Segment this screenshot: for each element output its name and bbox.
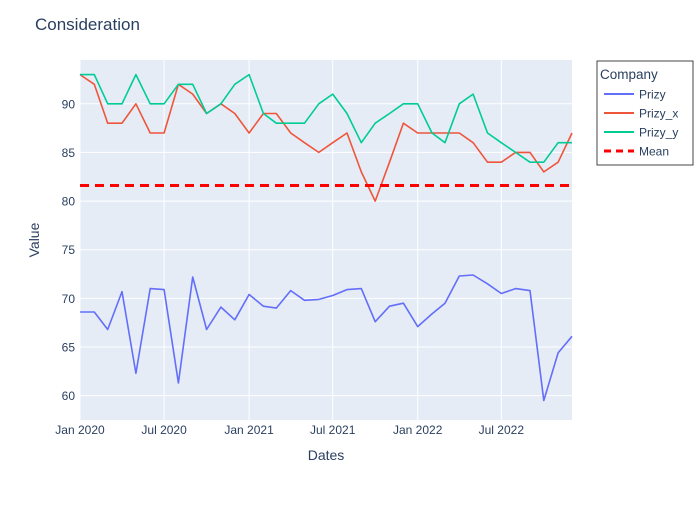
series-line-prizy-y — [80, 73, 572, 163]
y-tick-label: 60 — [62, 389, 76, 403]
legend[interactable]: Company Prizy Prizy_x Prizy_y Mean — [596, 60, 694, 166]
x-tick-label: Jul 2020 — [141, 423, 187, 437]
series-line-prizy-x — [79, 73, 573, 202]
y-tick-label: 75 — [62, 243, 76, 257]
y-axis-title: Value — [26, 222, 42, 257]
legend-items[interactable]: Prizy Prizy_x Prizy_y Mean — [604, 88, 678, 159]
x-tick-label: Jul 2022 — [479, 423, 525, 437]
legend-label: Prizy — [639, 88, 666, 102]
legend-item-prizy[interactable]: Prizy — [604, 88, 666, 102]
series-lines — [79, 73, 573, 402]
y-tick-label: 85 — [62, 146, 76, 160]
x-tick-label: Jan 2022 — [393, 423, 443, 437]
x-tick-label: Jan 2021 — [224, 423, 274, 437]
grid-lines — [79, 60, 572, 420]
x-tick-label: Jul 2021 — [310, 423, 356, 437]
series-line-prizy — [80, 274, 573, 402]
legend-item-mean[interactable]: Mean — [604, 145, 669, 159]
y-tick-label: 80 — [62, 195, 76, 209]
x-tick-labels: Jan 2020 Jul 2020 Jan 2021 Jul 2021 Jan 2022… — [55, 423, 524, 437]
y-tick-labels: 60 65 70 75 80 85 90 — [62, 97, 76, 403]
plot-background — [80, 60, 572, 420]
x-tick-label: Jan 2020 — [55, 423, 105, 437]
legend-label: Prizy_x — [639, 107, 678, 121]
legend-item-prizy-x[interactable]: Prizy_x — [604, 107, 678, 121]
legend-label: Mean — [639, 145, 669, 159]
legend-item-prizy-y[interactable]: Prizy_y — [604, 126, 678, 140]
x-axis-title: Dates — [308, 447, 345, 463]
y-tick-label: 65 — [62, 341, 76, 355]
y-tick-label: 90 — [62, 97, 76, 111]
y-tick-label: 70 — [62, 292, 76, 306]
legend-label: Prizy_y — [639, 126, 678, 140]
legend-title: Company — [600, 67, 658, 82]
chart-title: Consideration — [35, 15, 140, 34]
